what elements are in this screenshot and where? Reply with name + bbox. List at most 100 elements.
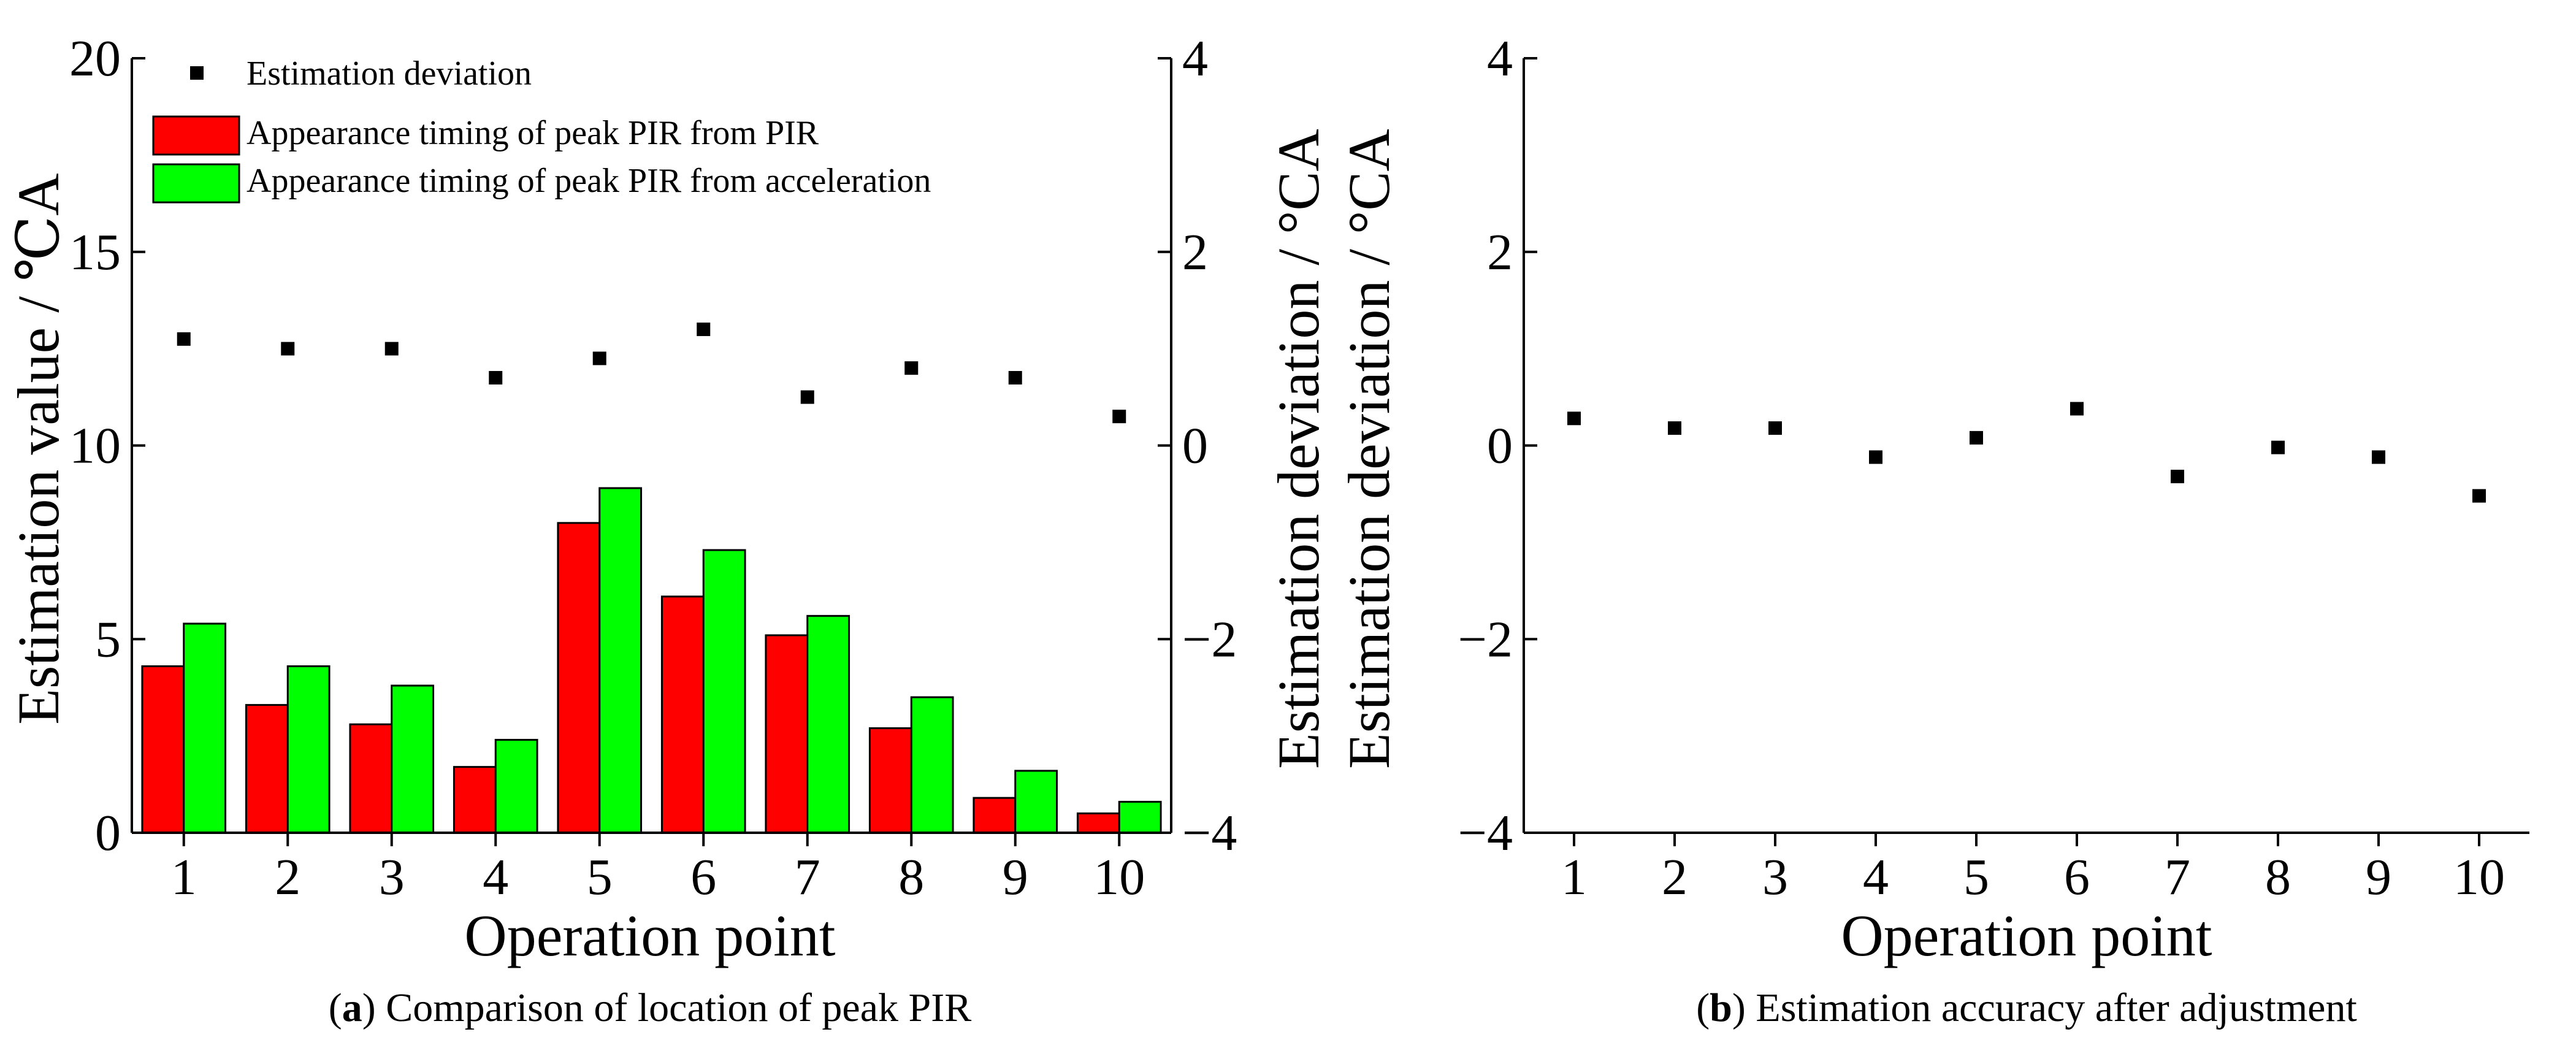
panel-b-y-tick-label-2: 0 — [1487, 418, 1513, 475]
bar-appearance-timing-of-peak-pir-from-acceleration-3 — [391, 684, 435, 834]
panel-a-x-tick-label-7: 7 — [795, 849, 820, 906]
panel-a-x-tick-label-6: 6 — [690, 849, 716, 906]
panel-b-x-tick-label-10: 10 — [2453, 849, 2505, 906]
panel-b-x-tick-label-4: 4 — [1863, 849, 1889, 906]
point-adjusted-deviation-5 — [1970, 430, 1983, 445]
bar-appearance-timing-of-peak-pir-from-pir-7 — [765, 634, 809, 834]
panel-a-y-tick-label-10: 10 — [69, 418, 121, 475]
panel-a-y-tick-label-20: 20 — [69, 30, 121, 87]
point-estimation-deviation-3 — [384, 342, 399, 356]
bar-appearance-timing-of-peak-pir-from-pir-8 — [868, 727, 912, 834]
panel-a-caption-label: a — [342, 985, 362, 1030]
bar-appearance-timing-of-peak-pir-from-acceleration-4 — [494, 738, 538, 834]
panel-a-y2-tick-label-4: 4 — [1182, 30, 1208, 87]
bar-appearance-timing-of-peak-pir-from-acceleration-6 — [702, 549, 746, 834]
panel-a-x-tick-label-8: 8 — [898, 849, 924, 906]
point-estimation-deviation-5 — [592, 351, 606, 365]
panel-b-x-tick-label-6: 6 — [2064, 849, 2090, 906]
point-adjusted-deviation-9 — [2372, 450, 2385, 464]
panel-b-points — [1567, 402, 2486, 503]
point-estimation-deviation-1 — [177, 332, 191, 346]
panel-b-x-axis-title: Operation point — [1841, 903, 2212, 968]
point-estimation-deviation-7 — [800, 390, 814, 404]
panel-b-caption-label: b — [1710, 985, 1732, 1030]
point-adjusted-deviation-10 — [2472, 489, 2486, 503]
panel-b-axes — [1523, 57, 2529, 846]
panel-a-axes — [131, 57, 1172, 846]
panel-b-y-axis-title: Estimation deviation / °CA — [1336, 129, 1402, 769]
panel-a-caption-text: Comparison of location of peak PIR — [386, 985, 971, 1030]
bar-appearance-timing-of-peak-pir-from-acceleration-5 — [598, 487, 643, 834]
legend-swatch-acceleration — [152, 163, 240, 204]
point-adjusted-deviation-2 — [1668, 421, 1681, 435]
panel-a-y2-tick-label-3: 2 — [1182, 224, 1208, 281]
point-estimation-deviation-4 — [489, 370, 503, 384]
panel-a-caption: (a) Comparison of location of peak PIR — [329, 985, 971, 1030]
bar-appearance-timing-of-peak-pir-from-pir-9 — [973, 797, 1017, 834]
panel-a-y-axis-title: Estimation value / ℃A — [6, 173, 71, 724]
panel-b-y-tick-label-1: −2 — [1458, 611, 1513, 668]
point-estimation-deviation-10 — [1112, 410, 1126, 424]
panel-b-y-tick-label-3: 2 — [1487, 224, 1513, 281]
bar-appearance-timing-of-peak-pir-from-pir-5 — [557, 522, 601, 834]
panel-b-x-tick-label-1: 1 — [1561, 849, 1587, 906]
panel-a-x-tick-label-5: 5 — [587, 849, 613, 906]
panel-a-x-tick-label-3: 3 — [379, 849, 405, 906]
panel-b-x-tick-label-5: 5 — [1963, 849, 1989, 906]
point-adjusted-deviation-3 — [1768, 421, 1782, 435]
bar-appearance-timing-of-peak-pir-from-acceleration-8 — [910, 696, 954, 834]
panel-a-y2-tick-label-0: −4 — [1182, 805, 1237, 862]
panel-a: 1 2 3 4 5 6 7 8 9 10 0 5 10 15 20 −4 −2 0 2 4 Operation p… — [6, 30, 1331, 1030]
panel-a-y-tick-label-0: 0 — [95, 805, 121, 862]
panel-b-y-tick-label-0: −4 — [1458, 805, 1513, 862]
legend-label-estimation-deviation: Estimation deviation — [247, 55, 532, 93]
bar-appearance-timing-of-peak-pir-from-pir-6 — [660, 595, 705, 834]
panel-a-y-tick-label-15: 15 — [69, 224, 121, 281]
legend-label-acceleration: Appearance timing of peak PIR from accel… — [247, 162, 931, 200]
panel-b: 1 2 3 4 5 6 7 8 9 10 −4 −2 0 2 4 Operation point Esti… — [1336, 30, 2529, 1030]
legend-swatch-pir — [152, 115, 240, 156]
panel-b-x-tick-label-9: 9 — [2366, 849, 2391, 906]
panel-a-x-axis-title: Operation point — [464, 903, 836, 968]
point-adjusted-deviation-4 — [1869, 450, 1882, 464]
bar-appearance-timing-of-peak-pir-from-pir-4 — [453, 766, 497, 834]
legend-marker-estimation-deviation — [190, 66, 204, 80]
bar-appearance-timing-of-peak-pir-from-pir-2 — [245, 704, 289, 834]
panel-a-y2-tick-label-2: 0 — [1182, 418, 1208, 475]
panel-b-x-tick-labels: 1 2 3 4 5 6 7 8 9 10 — [1561, 849, 2505, 906]
bar-appearance-timing-of-peak-pir-from-pir-1 — [141, 665, 185, 834]
point-estimation-deviation-8 — [904, 361, 919, 375]
panel-b-y-tick-label-4: 4 — [1487, 30, 1513, 87]
bar-appearance-timing-of-peak-pir-from-acceleration-7 — [806, 614, 850, 834]
panel-b-x-tick-label-3: 3 — [1762, 849, 1788, 906]
bar-appearance-timing-of-peak-pir-from-pir-3 — [349, 723, 393, 834]
panel-a-x-tick-label-2: 2 — [275, 849, 300, 906]
panel-b-x-tick-label-7: 7 — [2165, 849, 2190, 906]
bar-appearance-timing-of-peak-pir-from-pir-10 — [1076, 812, 1120, 834]
panel-a-x-tick-label-4: 4 — [483, 849, 508, 906]
bar-appearance-timing-of-peak-pir-from-acceleration-10 — [1118, 800, 1162, 834]
bar-appearance-timing-of-peak-pir-from-acceleration-1 — [183, 622, 227, 834]
panel-b-x-tick-label-8: 8 — [2265, 849, 2291, 906]
panel-a-x-tick-label-1: 1 — [171, 849, 197, 906]
bar-appearance-timing-of-peak-pir-from-acceleration-9 — [1014, 770, 1058, 834]
panel-a-y2-tick-label-1: −2 — [1182, 611, 1237, 668]
panel-a-y2-axis-title: Estimation deviation / °CA — [1266, 129, 1331, 769]
panel-a-points — [177, 323, 1126, 424]
panel-a-y2-tick-labels: −4 −2 0 2 4 — [1182, 30, 1237, 862]
bar-appearance-timing-of-peak-pir-from-acceleration-2 — [286, 665, 331, 834]
point-estimation-deviation-2 — [281, 342, 295, 356]
panel-a-x-tick-label-9: 9 — [1003, 849, 1028, 906]
point-estimation-deviation-9 — [1008, 370, 1022, 384]
point-adjusted-deviation-8 — [2271, 440, 2285, 454]
panel-b-y-tick-labels: −4 −2 0 2 4 — [1458, 30, 1513, 862]
point-adjusted-deviation-1 — [1567, 411, 1581, 426]
panel-a-y-tick-label-5: 5 — [95, 611, 121, 668]
panel-b-x-tick-label-2: 2 — [1662, 849, 1687, 906]
point-adjusted-deviation-7 — [2171, 470, 2184, 484]
legend-label-pir: Appearance timing of peak PIR from PIR — [247, 114, 819, 152]
panel-a-bars — [141, 487, 1162, 834]
panel-b-caption: (b) Estimation accuracy after adjustment — [1696, 985, 2357, 1030]
panel-a-y-tick-labels: 0 5 10 15 20 — [69, 30, 121, 862]
